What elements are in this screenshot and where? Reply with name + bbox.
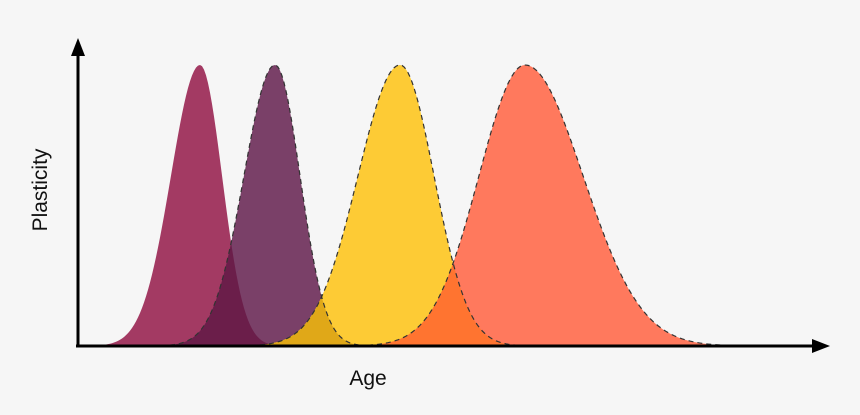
overlap-area-3-4 (80, 65, 820, 346)
x-axis-arrow-icon (812, 339, 830, 353)
series-area-1 (80, 65, 820, 346)
series-area-2 (80, 65, 820, 347)
y-axis-arrow-icon (71, 38, 85, 56)
x-axis-label: Age (349, 367, 386, 390)
series-outline-4 (80, 64, 820, 347)
y-axis (71, 38, 85, 346)
x-axis (76, 339, 830, 353)
y-axis-label: Plasticity (29, 148, 52, 231)
